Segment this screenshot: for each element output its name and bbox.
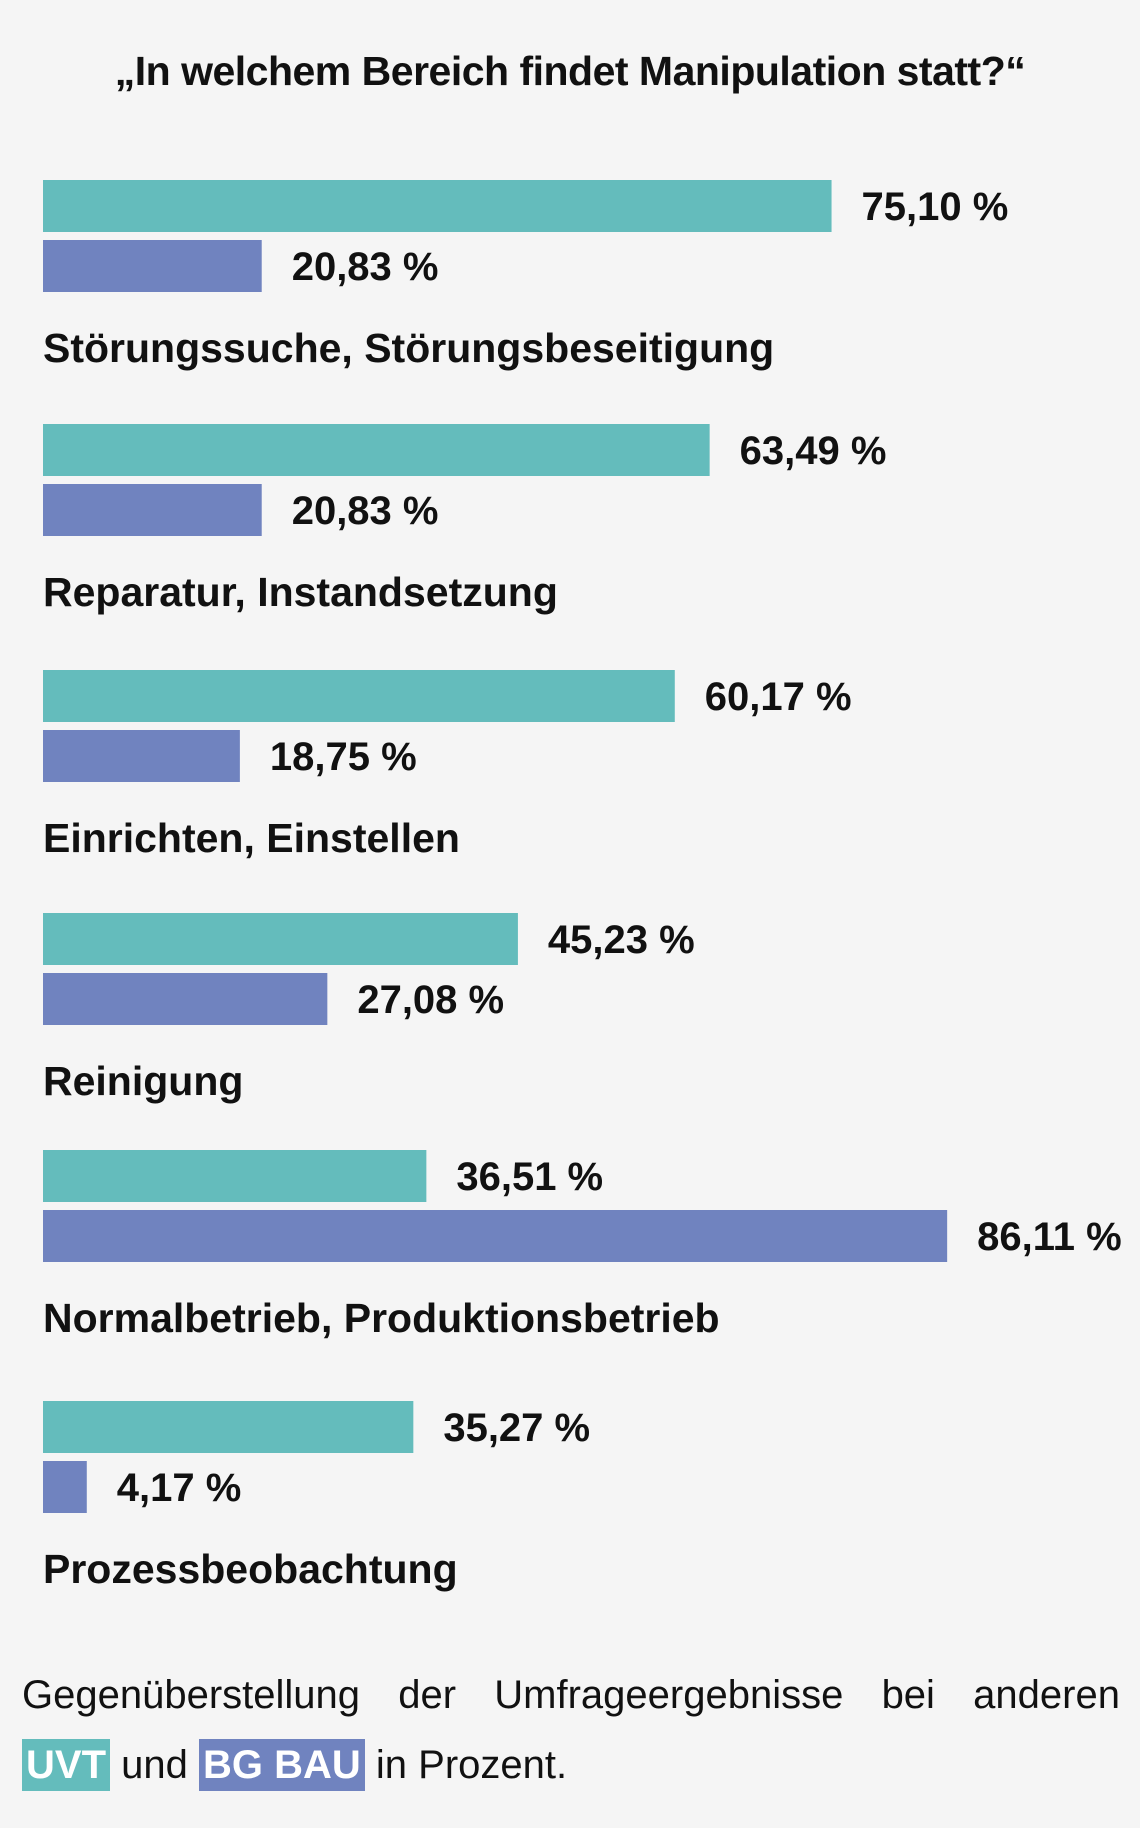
caption-line-1: Gegenüberstellung der Umfrageergebnisse …: [22, 1660, 1120, 1730]
bar-uvt-3: [43, 913, 518, 965]
category-label-1: Reparatur, Instandsetzung: [43, 569, 558, 615]
caption-word: Gegenüberstellung: [22, 1673, 361, 1717]
caption-suffix: in Prozent.: [375, 1743, 568, 1787]
chart-caption: Gegenüberstellung der Umfrageergebnisse …: [22, 1660, 1122, 1800]
caption-word: der: [398, 1673, 457, 1717]
bar-bgbau-5: [43, 1461, 87, 1513]
bar-value-label-uvt-0: 75,10 %: [862, 185, 1009, 229]
bar-uvt-1: [43, 424, 710, 476]
bar-uvt-5: [43, 1401, 414, 1453]
bar-value-label-bgbau-0: 20,83 %: [292, 245, 439, 289]
bar-value-label-uvt-3: 45,23 %: [548, 918, 695, 962]
bar-value-label-uvt-2: 60,17 %: [705, 675, 852, 719]
bar-value-label-uvt-4: 36,51 %: [456, 1155, 603, 1199]
bar-bgbau-2: [43, 730, 240, 782]
category-label-3: Reinigung: [43, 1058, 243, 1104]
bar-bgbau-3: [43, 973, 328, 1025]
bar-bgbau-4: [43, 1210, 948, 1262]
caption-word: anderen: [973, 1673, 1120, 1717]
category-label-0: Störungssuche, Störungsbeseitigung: [43, 325, 774, 371]
bar-value-label-bgbau-4: 86,11 %: [977, 1215, 1122, 1259]
caption-line-2: UVT und BG BAU in Prozent.: [22, 1730, 1122, 1800]
bar-uvt-2: [43, 670, 675, 722]
bar-bgbau-1: [43, 484, 262, 536]
caption-word: Umfrageergebnisse: [494, 1673, 844, 1717]
bar-value-label-bgbau-1: 20,83 %: [292, 489, 439, 533]
caption-word: bei: [881, 1673, 935, 1717]
category-label-4: Normalbetrieb, Produktionsbetrieb: [43, 1295, 720, 1341]
legend-badge-bgbau: BG BAU: [199, 1739, 365, 1791]
bar-chart: 75,10 % 20,83 % Störungssuche, Störungsbes…: [43, 180, 1122, 1592]
bar-value-label-uvt-1: 63,49 %: [740, 429, 887, 473]
legend-badge-uvt: UVT: [22, 1739, 110, 1791]
bar-bgbau-0: [43, 240, 262, 292]
caption-connector: und: [121, 1743, 188, 1787]
bar-value-label-uvt-5: 35,27 %: [443, 1406, 590, 1450]
bar-value-label-bgbau-2: 18,75 %: [270, 735, 417, 779]
chart-title: „In welchem Bereich findet Manipulation …: [114, 48, 1026, 94]
category-label-2: Einrichten, Einstellen: [43, 815, 460, 861]
bar-value-label-bgbau-5: 4,17 %: [117, 1466, 242, 1510]
bar-value-label-bgbau-3: 27,08 %: [357, 978, 504, 1022]
bar-uvt-0: [43, 180, 832, 232]
bar-uvt-4: [43, 1150, 427, 1202]
category-label-5: Prozessbeobachtung: [43, 1546, 458, 1592]
